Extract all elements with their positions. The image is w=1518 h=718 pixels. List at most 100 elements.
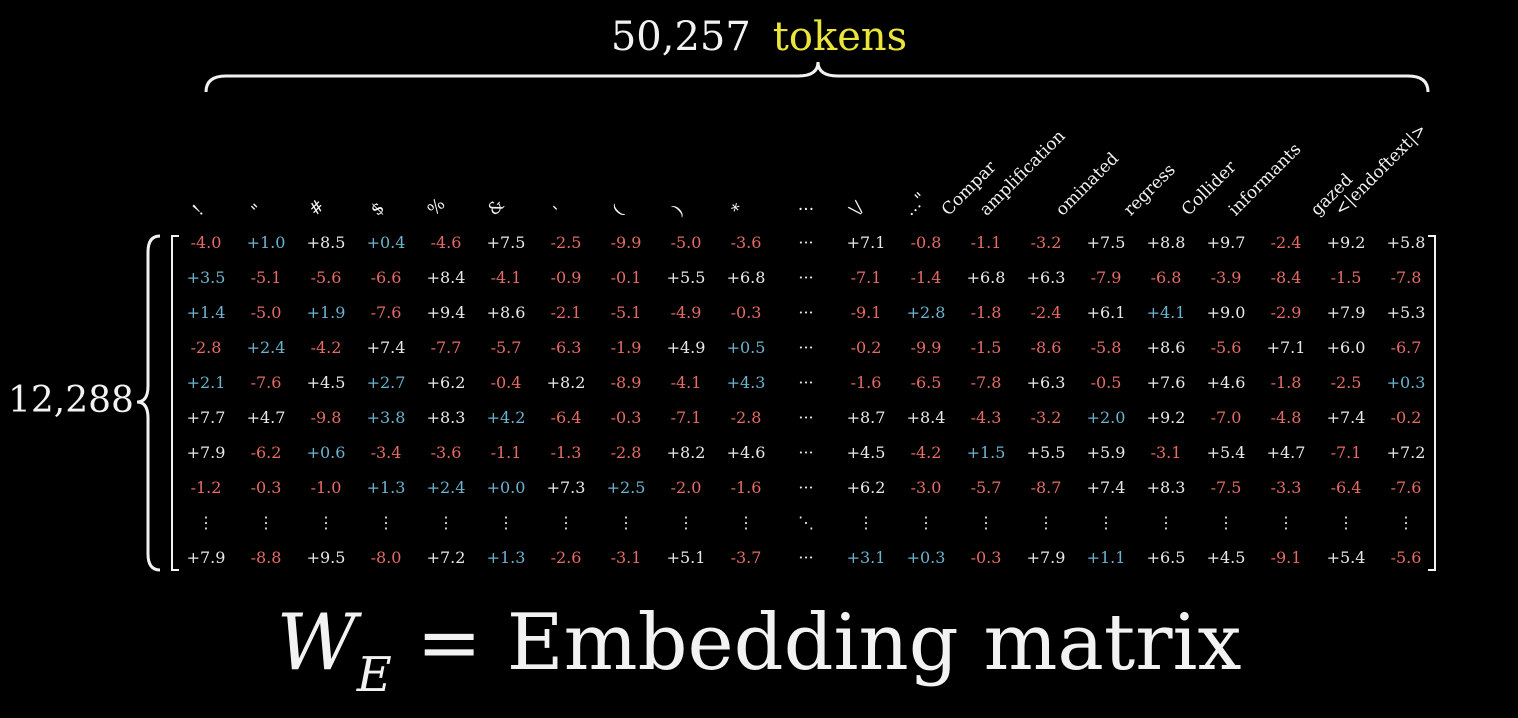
matrix-cell: +5.4 bbox=[1206, 443, 1246, 462]
matrix-cell: -3.9 bbox=[1210, 268, 1242, 287]
token-header: ' bbox=[536, 200, 596, 220]
matrix-cell: -0.3 bbox=[250, 478, 282, 497]
tokens-word: tokens bbox=[772, 14, 908, 60]
matrix-cell: -1.5 bbox=[1330, 268, 1362, 287]
vertical-ellipsis: ⋮ bbox=[558, 513, 574, 532]
token-header: % bbox=[416, 194, 476, 220]
matrix-cell: -1.8 bbox=[1270, 373, 1302, 392]
matrix-cell: -1.3 bbox=[550, 443, 582, 462]
matrix-cell: -4.9 bbox=[670, 303, 702, 322]
matrix-cell: +3.5 bbox=[186, 268, 226, 287]
matrix-cell: -7.1 bbox=[670, 408, 702, 427]
matrix-cell: +0.0 bbox=[486, 478, 526, 497]
matrix-cell: -0.3 bbox=[970, 548, 1002, 567]
matrix-cell: -8.4 bbox=[1270, 268, 1302, 287]
vertical-ellipsis: ⋮ bbox=[198, 513, 214, 532]
matrix-cell: +5.5 bbox=[666, 268, 706, 287]
matrix-cell: +5.3 bbox=[1386, 303, 1426, 322]
matrix-cell: +3.8 bbox=[366, 408, 406, 427]
vertical-ellipsis: ⋮ bbox=[1338, 513, 1354, 532]
matrix-cell: -0.3 bbox=[610, 408, 642, 427]
matrix-cell: +8.3 bbox=[1146, 478, 1186, 497]
matrix-cell: +4.1 bbox=[1146, 303, 1186, 322]
matrix-cell: -3.1 bbox=[1150, 443, 1182, 462]
matrix-cell: +6.5 bbox=[1146, 548, 1186, 567]
top-curly-brace bbox=[204, 61, 1430, 93]
matrix-cell: +7.5 bbox=[486, 233, 526, 252]
matrix-cell: -3.0 bbox=[910, 478, 942, 497]
matrix-cell: -2.5 bbox=[1330, 373, 1362, 392]
matrix-cell: -7.0 bbox=[1210, 408, 1242, 427]
vertical-ellipsis: ⋮ bbox=[318, 513, 334, 532]
matrix-cell: -3.6 bbox=[430, 443, 462, 462]
matrix-cell: -9.9 bbox=[910, 338, 942, 357]
matrix-cell: -2.6 bbox=[550, 548, 582, 567]
matrix-cell: -0.2 bbox=[850, 338, 882, 357]
matrix-cell: +7.9 bbox=[1326, 303, 1366, 322]
vertical-ellipsis: ⋮ bbox=[258, 513, 274, 532]
matrix-cell: -7.7 bbox=[430, 338, 462, 357]
matrix-cell: +6.8 bbox=[726, 268, 766, 287]
matrix-cell: -2.8 bbox=[610, 443, 642, 462]
matrix-left-bracket bbox=[171, 235, 179, 571]
matrix-cell: +4.9 bbox=[666, 338, 706, 357]
matrix-cell: +8.7 bbox=[846, 408, 886, 427]
matrix-cell: +7.9 bbox=[1026, 548, 1066, 567]
token-header: \/ bbox=[836, 198, 896, 220]
token-header-label: * bbox=[727, 199, 748, 220]
matrix-cell: -4.1 bbox=[670, 373, 702, 392]
matrix-cell: -5.1 bbox=[610, 303, 642, 322]
matrix-cell: +7.4 bbox=[1326, 408, 1366, 427]
matrix-cell: -9.8 bbox=[310, 408, 342, 427]
matrix-cell: -6.8 bbox=[1150, 268, 1182, 287]
matrix-cell: +1.9 bbox=[306, 303, 346, 322]
matrix-cell: -7.6 bbox=[250, 373, 282, 392]
matrix-cell: +5.9 bbox=[1086, 443, 1126, 462]
matrix-cell: +2.7 bbox=[366, 373, 406, 392]
dimension-count-label: 12,288 bbox=[8, 380, 134, 421]
horizontal-ellipsis: ··· bbox=[798, 233, 814, 252]
matrix-cell: +9.2 bbox=[1326, 233, 1366, 252]
matrix-cell: -2.8 bbox=[190, 338, 222, 357]
matrix-cell: -9.1 bbox=[850, 303, 882, 322]
matrix-cell: +9.0 bbox=[1206, 303, 1246, 322]
horizontal-ellipsis: ··· bbox=[798, 443, 814, 462]
matrix-cell: +7.2 bbox=[1386, 443, 1426, 462]
matrix-cell: +2.8 bbox=[906, 303, 946, 322]
matrix-cell: +6.2 bbox=[846, 478, 886, 497]
matrix-cell: -9.9 bbox=[610, 233, 642, 252]
matrix-cell: +8.2 bbox=[666, 443, 706, 462]
matrix-cell: -1.1 bbox=[490, 443, 522, 462]
matrix-cell: -0.5 bbox=[1090, 373, 1122, 392]
matrix-cell: +4.5 bbox=[306, 373, 346, 392]
matrix-cell: +0.3 bbox=[1386, 373, 1426, 392]
matrix-cell: -2.5 bbox=[550, 233, 582, 252]
horizontal-ellipsis: ··· bbox=[798, 268, 814, 287]
token-header: # bbox=[296, 196, 356, 220]
matrix-cell: +1.3 bbox=[486, 548, 526, 567]
matrix-cell: -1.0 bbox=[310, 478, 342, 497]
matrix-cell: +2.1 bbox=[186, 373, 226, 392]
matrix-cell: +7.1 bbox=[846, 233, 886, 252]
matrix-cell: -5.8 bbox=[1090, 338, 1122, 357]
matrix-cell: +1.1 bbox=[1086, 548, 1126, 567]
formula-symbol: W bbox=[276, 598, 357, 688]
matrix-cell: -8.9 bbox=[610, 373, 642, 392]
matrix-cell: +8.2 bbox=[546, 373, 586, 392]
vertical-ellipsis: ⋮ bbox=[1278, 513, 1294, 532]
vertical-ellipsis: ⋮ bbox=[1158, 513, 1174, 532]
matrix-cell: +5.8 bbox=[1386, 233, 1426, 252]
matrix-cell: -5.0 bbox=[250, 303, 282, 322]
matrix-cell: -5.7 bbox=[490, 338, 522, 357]
matrix-cell: -7.6 bbox=[370, 303, 402, 322]
matrix-cell: +6.1 bbox=[1086, 303, 1126, 322]
matrix-cell: +6.0 bbox=[1326, 338, 1366, 357]
matrix-cell: -1.1 bbox=[970, 233, 1002, 252]
matrix-cell: -2.9 bbox=[1270, 303, 1302, 322]
horizontal-ellipsis: ··· bbox=[798, 478, 814, 497]
matrix-cell: +1.0 bbox=[246, 233, 286, 252]
matrix-cell: -3.4 bbox=[370, 443, 402, 462]
matrix-cell: +5.4 bbox=[1326, 548, 1366, 567]
matrix-cell: -8.6 bbox=[1030, 338, 1062, 357]
matrix-right-bracket bbox=[1428, 235, 1436, 571]
